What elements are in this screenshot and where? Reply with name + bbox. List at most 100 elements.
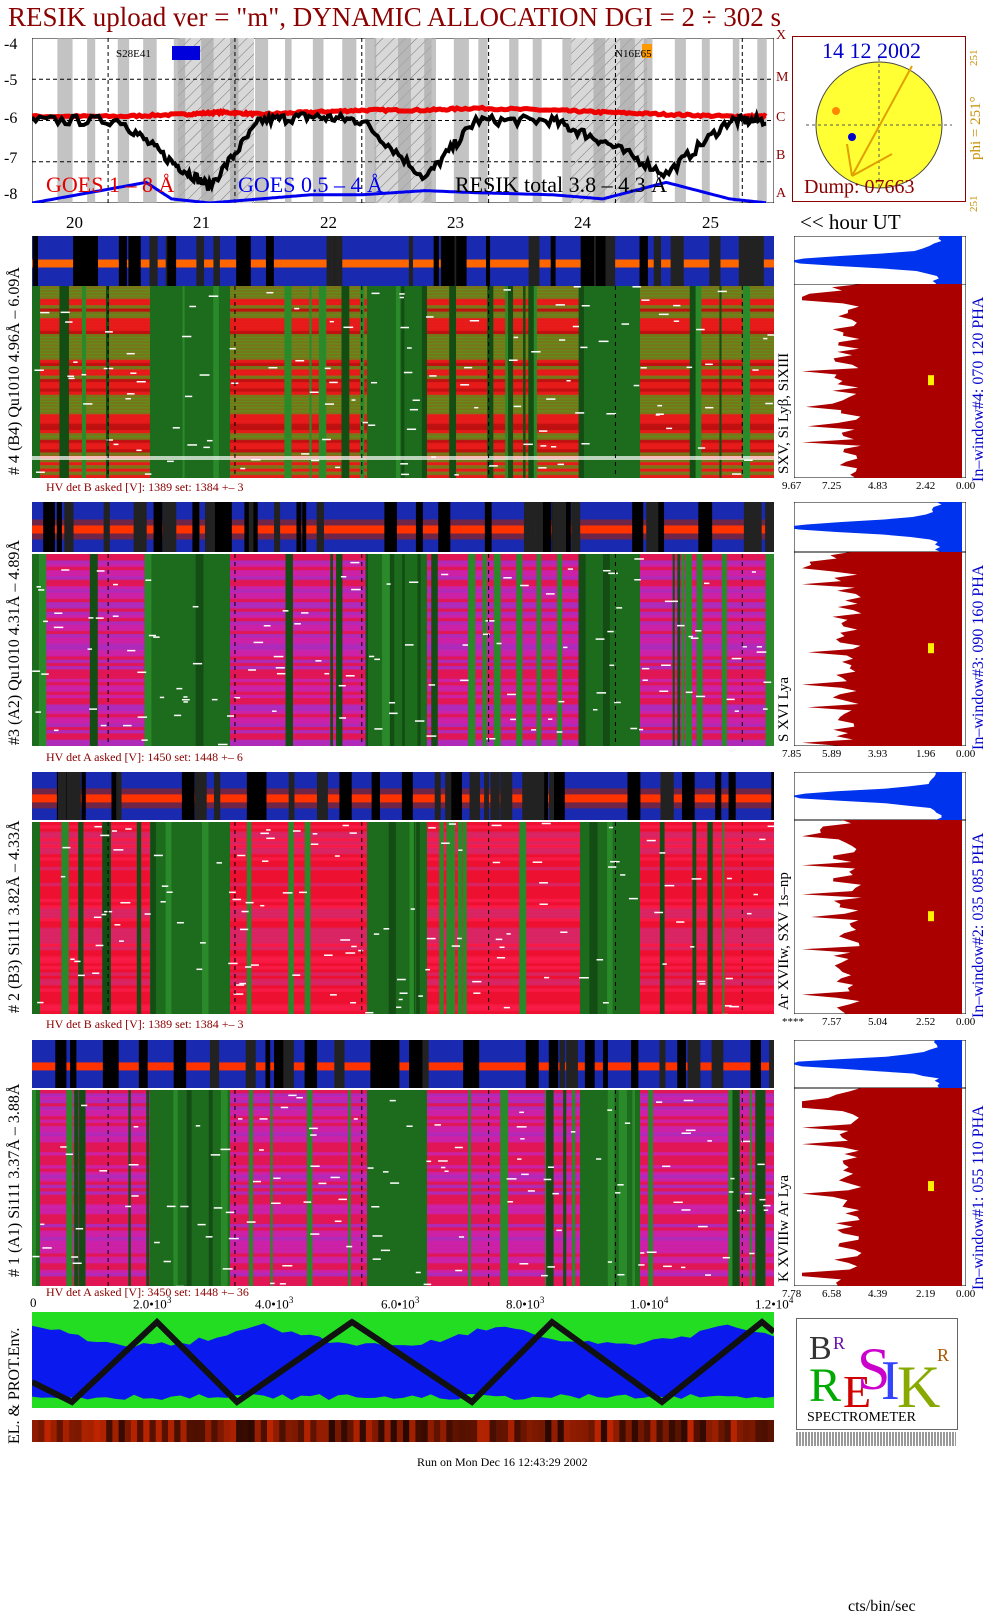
speckle — [603, 570, 611, 572]
strip-cell — [681, 1420, 688, 1442]
gap-column — [270, 1090, 272, 1286]
speckle — [330, 994, 337, 996]
gap-column — [150, 1090, 164, 1286]
resik-logo: B R R E S I K R SPECTROMETER — [796, 1318, 958, 1430]
goes-legend-resik: RESIK total 3.8 – 4.3 Å — [455, 172, 667, 198]
strip-cell — [465, 1420, 472, 1442]
speckle — [674, 320, 679, 322]
strip-cell — [644, 1420, 651, 1442]
strip-cell — [236, 1420, 243, 1442]
strip-cell — [490, 1420, 497, 1442]
speckle — [54, 612, 62, 614]
speckle — [696, 696, 705, 698]
speckle — [533, 861, 542, 863]
gap-column — [589, 822, 595, 1014]
speckle — [608, 866, 616, 868]
gap-column — [416, 822, 420, 1014]
speckle — [743, 646, 747, 648]
speckle — [161, 901, 166, 903]
gap-column — [307, 1090, 313, 1286]
speckle — [154, 1242, 160, 1244]
environment-strip — [32, 1420, 774, 1442]
gap-column — [546, 1090, 553, 1286]
gap-column — [439, 822, 443, 1014]
gap-column — [620, 1090, 627, 1286]
speckle — [273, 1178, 280, 1180]
gap-band — [486, 236, 490, 286]
speckle — [661, 664, 671, 666]
pha-histogram-3 — [794, 772, 966, 820]
gap-band — [384, 502, 397, 552]
strip-cell — [440, 1420, 447, 1442]
speckle — [200, 942, 206, 944]
speckle — [242, 911, 249, 913]
class-letter-c: C — [776, 110, 785, 126]
gap-column — [719, 286, 721, 478]
gap-band — [372, 772, 380, 820]
strip-cell — [397, 1420, 404, 1442]
gap-column — [758, 1090, 765, 1286]
pha-profile-2 — [794, 552, 966, 746]
speckle — [641, 367, 647, 369]
speckle — [457, 938, 462, 940]
speckle — [185, 396, 192, 398]
gap-column — [249, 1090, 253, 1286]
gap-band — [244, 502, 248, 552]
speckle — [517, 1158, 521, 1160]
speckle — [725, 1005, 732, 1007]
x-axis-tick-mantissa: 0 — [30, 1295, 37, 1310]
speckle — [556, 1230, 561, 1232]
pha-axis-tick: 1.96 — [916, 748, 935, 760]
gap-band — [451, 772, 462, 820]
speckle — [67, 376, 74, 378]
speckle — [339, 685, 346, 687]
speckle — [615, 1192, 620, 1194]
strip-cell — [527, 1420, 534, 1442]
gap-band — [91, 236, 98, 286]
gap-band — [317, 772, 328, 820]
gap-band — [82, 772, 86, 820]
line-id-label: SXV, Si Lyβ, SiXIII — [776, 353, 793, 474]
speckle — [541, 1275, 548, 1277]
strip-cell — [316, 1420, 323, 1442]
gap-band — [214, 772, 220, 820]
gap-band — [107, 1040, 112, 1088]
gap-column — [563, 1090, 566, 1286]
speckle — [507, 694, 516, 696]
gap-band — [660, 772, 673, 820]
gap-band — [641, 236, 646, 286]
speckle — [198, 1224, 206, 1226]
speckle — [149, 635, 156, 637]
speckle — [374, 659, 380, 661]
gap-band — [485, 502, 492, 552]
speckle — [358, 950, 363, 952]
speckle — [643, 680, 648, 682]
gap-column — [603, 554, 610, 746]
speckle — [749, 1253, 754, 1255]
speckle — [236, 984, 244, 986]
speckle — [61, 312, 70, 314]
gap-column — [150, 286, 164, 478]
speckle — [472, 981, 481, 983]
gap-band — [103, 1040, 108, 1088]
speckle — [226, 1212, 235, 1214]
speckle — [509, 359, 518, 361]
speckle — [424, 1284, 431, 1286]
speckle — [657, 405, 662, 407]
speckle — [662, 1166, 670, 1168]
gap-column — [32, 554, 40, 746]
speckle — [277, 673, 285, 675]
speckle — [260, 905, 264, 907]
speckle — [438, 1160, 448, 1162]
speckle — [73, 361, 77, 363]
speckle — [230, 348, 236, 350]
speckle — [735, 710, 739, 712]
pha-histogram-2 — [794, 502, 966, 552]
speckle — [73, 1263, 82, 1265]
speckle — [544, 1179, 552, 1181]
speckle — [217, 862, 222, 864]
gap-column — [500, 1090, 508, 1286]
hour-label: 23 — [447, 213, 464, 233]
speckle — [127, 393, 135, 395]
speckle — [120, 902, 130, 904]
